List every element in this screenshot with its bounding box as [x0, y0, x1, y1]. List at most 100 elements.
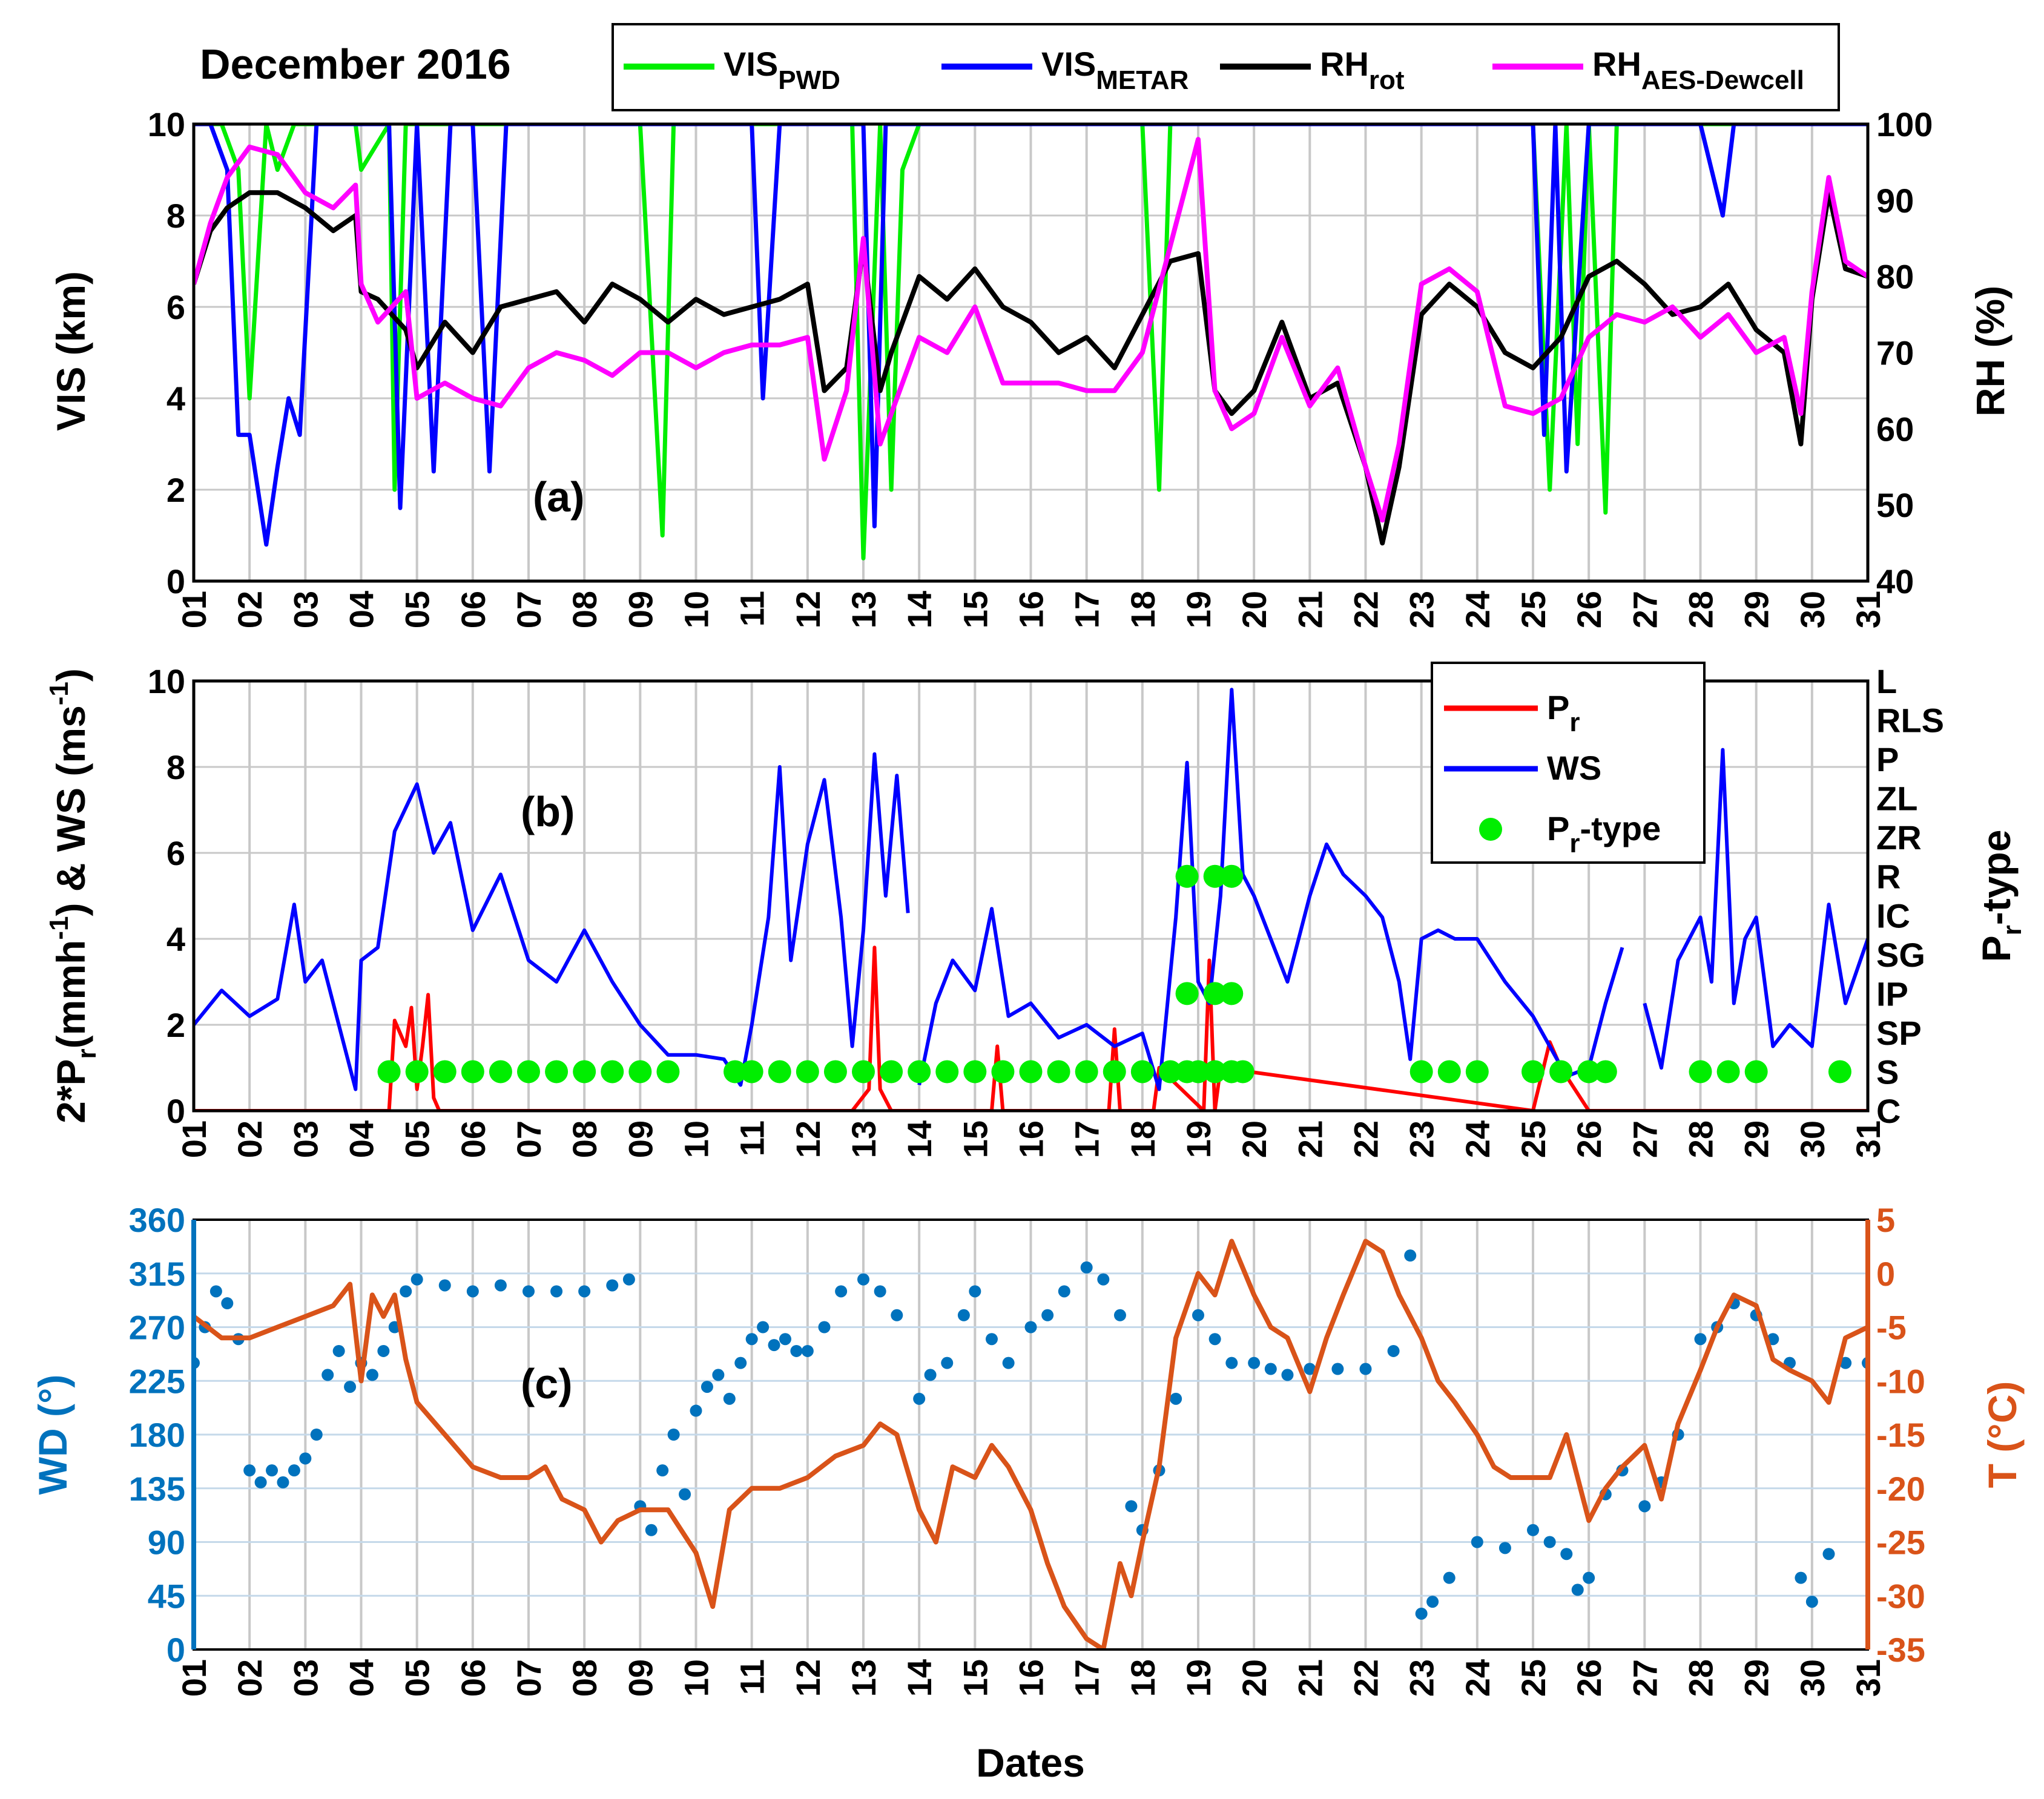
- y-tick-label-rh: 40: [1876, 562, 1914, 600]
- x-tick-label: 15: [956, 1659, 994, 1697]
- y-tick-label-prtype: ZR: [1876, 818, 1922, 857]
- y-tick-label-vis: 8: [166, 197, 185, 235]
- panel-b-label: (b): [521, 788, 575, 835]
- series-temperature: [194, 1238, 1868, 1649]
- y-tick-label-vis: 0: [166, 562, 185, 600]
- wd-point: [1248, 1357, 1261, 1369]
- x-tick-label: 19: [1179, 1659, 1218, 1697]
- prtype-point: [1594, 1060, 1617, 1084]
- x-tick-label: 17: [1068, 1659, 1106, 1697]
- prtype-point: [1577, 1060, 1601, 1084]
- x-tick-label: 16: [1012, 591, 1050, 628]
- wd-point: [913, 1392, 926, 1405]
- x-tick-label: 05: [398, 1659, 437, 1697]
- wd-point: [578, 1285, 591, 1298]
- wd-point: [1281, 1369, 1294, 1381]
- prtype-point: [1130, 1060, 1154, 1084]
- prtype-point: [963, 1060, 987, 1084]
- x-tick-label: 11: [733, 1659, 771, 1695]
- x-tick-label: 23: [1403, 591, 1441, 628]
- x-tick-label: 10: [677, 1659, 716, 1697]
- y-tick-label-wd: 315: [129, 1255, 185, 1293]
- prtype-point: [1175, 864, 1199, 888]
- prtype-point: [1103, 1060, 1126, 1084]
- series-vis-pwd: [194, 124, 1868, 561]
- y-tick-label-prtype: ZL: [1876, 780, 1917, 818]
- y-tick-label-vis: 6: [166, 288, 185, 326]
- x-tick-label: 30: [1793, 591, 1831, 628]
- panel-a: December 2016 01 02 03 04 05 06 07 08 09 10 11 12 13…: [48, 23, 2013, 628]
- wd-point: [1387, 1344, 1400, 1357]
- y-tick-label-temp: -20: [1876, 1470, 1925, 1508]
- x-tick-label: 01: [175, 591, 213, 628]
- prtype-point: [1437, 1060, 1461, 1084]
- prtype-point: [1158, 1060, 1182, 1084]
- y-tick-label-rh: 100: [1876, 105, 1933, 143]
- x-tick-label: 08: [565, 591, 604, 628]
- x-tick-label: 14: [900, 1659, 938, 1697]
- x-tick-label: 02: [231, 591, 269, 628]
- wd-point: [924, 1369, 937, 1381]
- wd-point: [321, 1369, 334, 1381]
- wd-point: [1192, 1309, 1204, 1321]
- wd-point: [1543, 1536, 1556, 1548]
- prtype-point: [1744, 1060, 1768, 1084]
- wd-point: [701, 1381, 713, 1393]
- y-tick-label-rh: 70: [1876, 334, 1914, 372]
- x-tick-label: 23: [1403, 1659, 1441, 1697]
- prtype-point: [740, 1060, 763, 1084]
- wd-point: [243, 1464, 256, 1477]
- prtype-point: [1521, 1060, 1545, 1084]
- x-tick-label: 20: [1235, 1659, 1273, 1697]
- prtype-point: [724, 1060, 747, 1084]
- wd-point: [757, 1321, 770, 1334]
- x-tick-label: 31: [1849, 591, 1887, 628]
- prtype-point: [935, 1060, 959, 1084]
- panel-a-label: (a): [533, 473, 585, 521]
- x-tick-label: 08: [565, 1659, 604, 1697]
- prtype-point: [1203, 1060, 1227, 1084]
- legend-label-rh_dewcell: RHAES-Dewcell: [1592, 45, 1804, 95]
- prtype-point: [461, 1060, 484, 1084]
- x-tick-label: 20: [1235, 591, 1273, 628]
- wd-point: [523, 1285, 535, 1298]
- prtype-point: [433, 1060, 457, 1084]
- prtype-point: [1203, 864, 1227, 888]
- y-tick-label-wd: 90: [148, 1524, 185, 1562]
- y-tick-label-rh: 80: [1876, 258, 1914, 296]
- panel-c-y-ticks-right: -35 -30 -25 -20 -15 -10 -5 0 5: [1876, 1201, 1925, 1669]
- wd-point: [734, 1357, 747, 1369]
- x-tick-label: 27: [1626, 1659, 1664, 1697]
- panel-c-x-ticks: 01 02 03 04 05 06 07 08 09 10 11 12 13 14 15 16 17 18 19 20…: [175, 1659, 1887, 1697]
- wd-point: [1527, 1524, 1539, 1536]
- y-tick-label-temp: -30: [1876, 1577, 1925, 1615]
- x-tick-label: 04: [343, 591, 381, 628]
- y-tick-label-prtype: P: [1876, 740, 1899, 778]
- wd-point: [1304, 1363, 1316, 1375]
- prtype-point: [545, 1060, 569, 1084]
- wd-point: [550, 1285, 563, 1298]
- x-tick-label: 16: [1012, 1120, 1050, 1158]
- x-tick-label: 31: [1849, 1659, 1887, 1697]
- x-tick-label: 31: [1849, 1120, 1887, 1158]
- x-tick-label: 16: [1012, 1659, 1050, 1697]
- x-tick-label: 21: [1291, 1120, 1329, 1158]
- panel-a-y-ticks-right: 40 50 60 70 80 90 100: [1876, 105, 1933, 600]
- panel-a-ylabel-left: VIS (km): [48, 271, 93, 431]
- panel-b: 01 02 03 04 05 06 07 08 09 10 11 12 13 14 15 16 17 18 19 20…: [44, 662, 2027, 1158]
- y-tick-label-vis: 4: [166, 380, 185, 418]
- x-tick-label: 09: [621, 1120, 659, 1158]
- x-tick-label: 21: [1291, 1659, 1329, 1697]
- legend-swatch-pr_type: [1479, 818, 1502, 841]
- x-tick-label: 24: [1459, 591, 1497, 628]
- wd-point: [1024, 1321, 1037, 1334]
- wd-point: [438, 1279, 451, 1292]
- panel-a-legend: VISPWD VISMETAR RHrot RHAES-Dewcell: [612, 23, 1840, 111]
- prtype-point: [489, 1060, 512, 1084]
- x-tick-label: 09: [621, 591, 659, 628]
- prtype-point: [1465, 1060, 1489, 1084]
- x-tick-label: 30: [1793, 1120, 1831, 1158]
- wd-point: [874, 1285, 886, 1298]
- x-tick-label: 09: [621, 1659, 659, 1697]
- legend-label-vis_metar: VISMETAR: [1041, 45, 1188, 95]
